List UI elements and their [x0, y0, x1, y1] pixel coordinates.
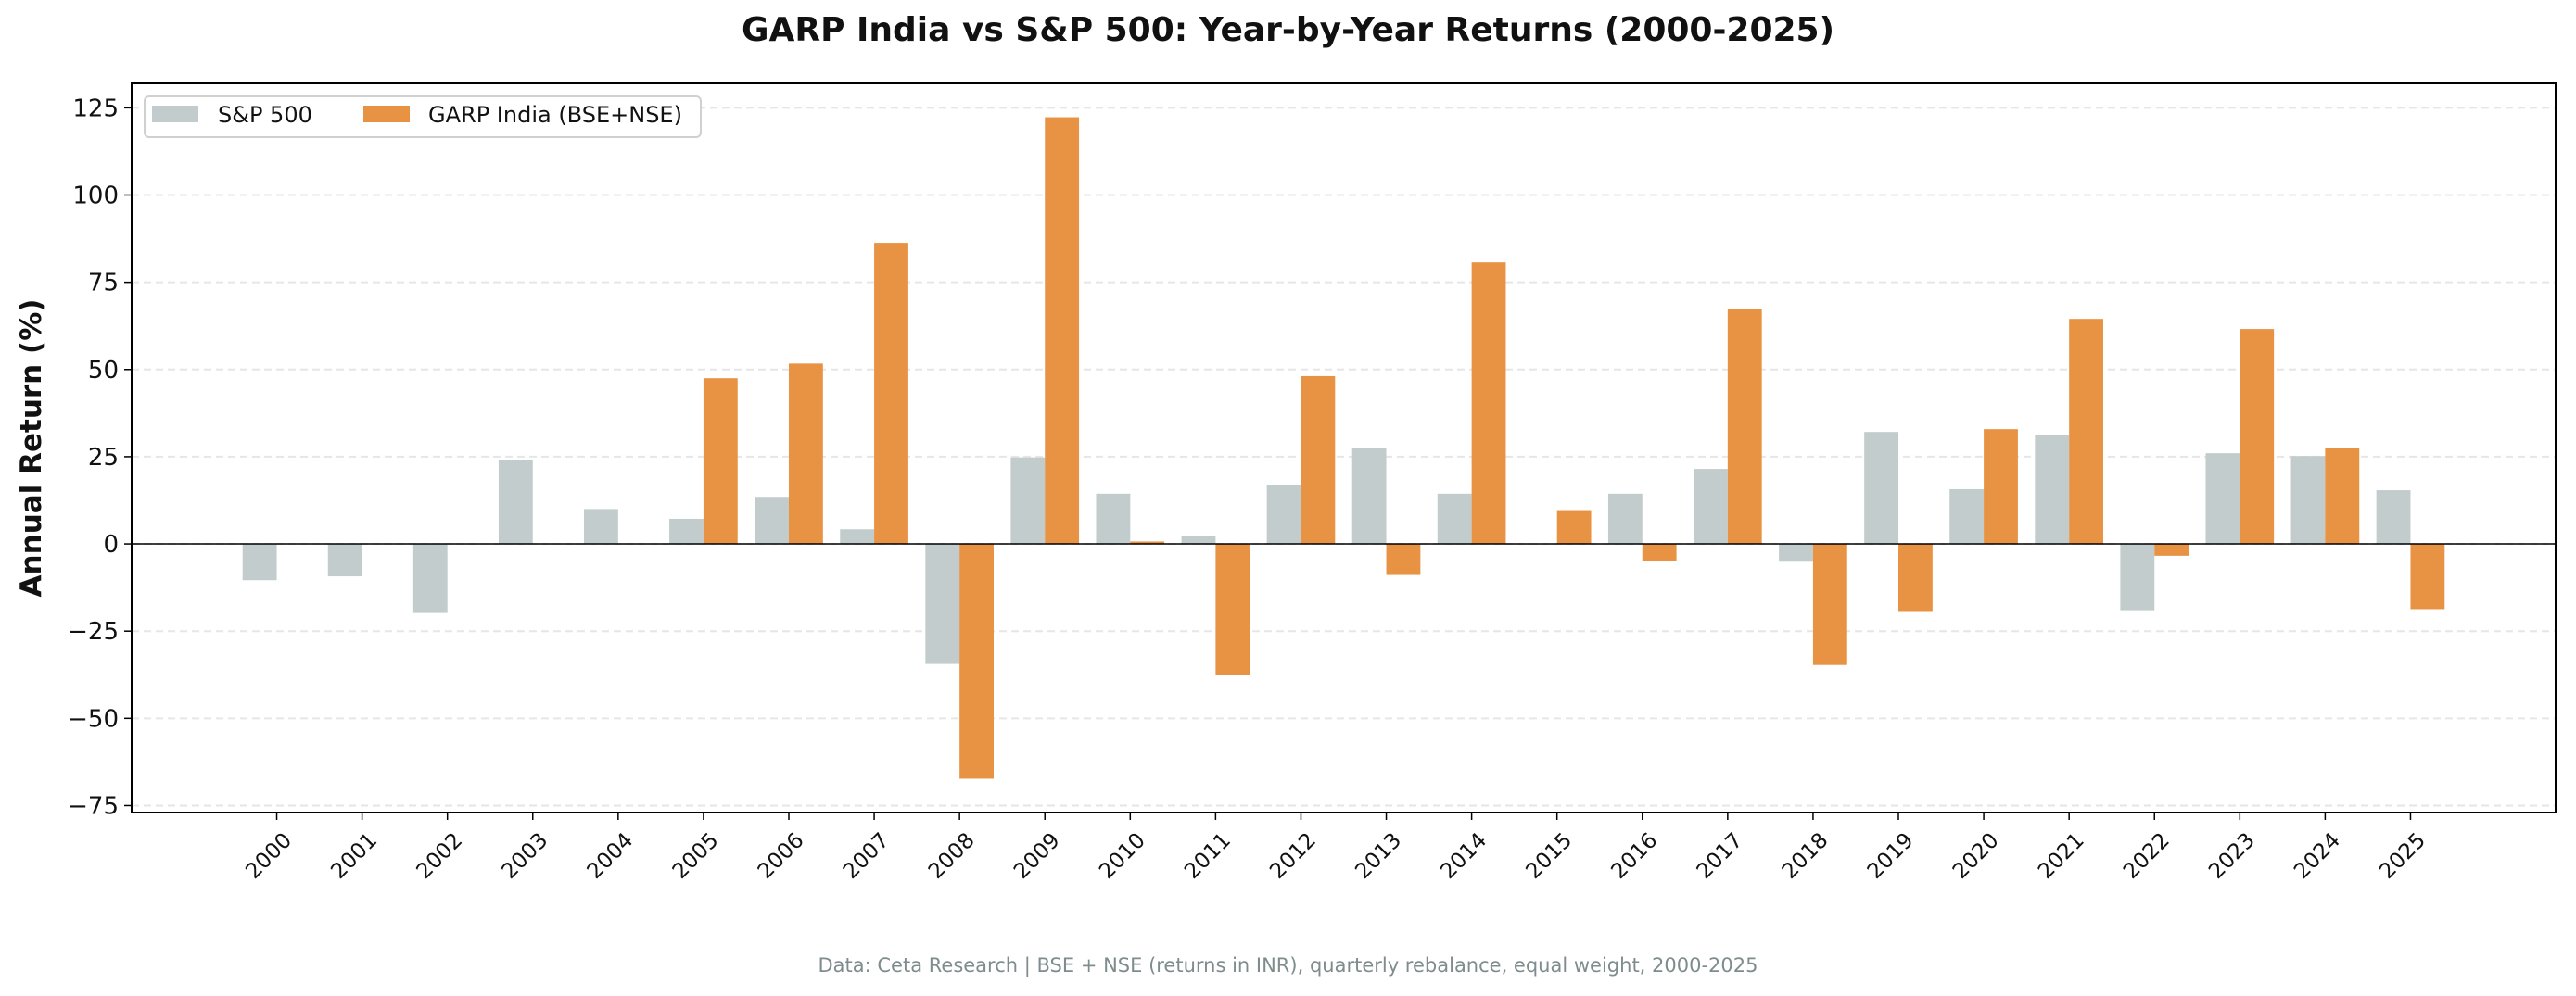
x-tick-label: 2016	[1607, 828, 1663, 884]
bar-garp-india	[1984, 429, 2018, 545]
x-tick-label: 2017	[1693, 828, 1748, 884]
chart-title: GARP India vs S&P 500: Year-by-Year Retu…	[741, 11, 1835, 49]
plot-frame	[131, 82, 2557, 813]
x-tick-label: 2022	[2119, 828, 2175, 884]
bar-garp-india	[1898, 544, 1933, 612]
x-tick-label: 2005	[668, 828, 724, 884]
bar-sp500	[1010, 457, 1046, 545]
x-tick-label: 2021	[2034, 828, 2089, 884]
bar-garp-india	[703, 378, 738, 545]
bar-garp-india	[1556, 510, 1592, 545]
bar-sp500	[242, 544, 277, 581]
x-tick-label: 2003	[498, 828, 553, 884]
y-tick-label: −75	[68, 792, 119, 820]
bar-sp500	[2376, 490, 2411, 545]
y-tick-label: 50	[88, 357, 119, 385]
x-tick-label: 2023	[2204, 828, 2260, 884]
bar-garp-india	[1301, 375, 1336, 545]
bar-garp-india	[788, 363, 823, 545]
x-tick-label: 2020	[1948, 828, 2004, 884]
bar-sp500	[327, 544, 362, 577]
y-tick-label: −25	[68, 618, 119, 646]
x-tick-label: 2002	[412, 828, 467, 884]
bar-sp500	[925, 544, 960, 664]
x-tick-label: 2008	[924, 828, 980, 884]
bar-garp-india	[2154, 544, 2189, 556]
bar-garp-india	[2410, 544, 2445, 610]
x-tick-label: 2000	[241, 828, 297, 884]
x-tick-label: 2014	[1436, 828, 1491, 884]
bar-sp500	[584, 509, 618, 545]
bar-sp500	[840, 529, 875, 545]
x-tick-label: 2011	[1180, 828, 1236, 884]
x-tick-label: 2013	[1351, 828, 1406, 884]
x-tick-label: 2009	[1009, 828, 1065, 884]
bar-sp500	[2120, 544, 2155, 611]
bar-sp500	[1694, 469, 1728, 545]
legend-box	[144, 95, 702, 138]
legend-label-garp-india: GARP India (BSE+NSE)	[428, 102, 682, 128]
y-axis-label: Annual Return (%)	[15, 299, 48, 598]
y-tick-label: 125	[72, 95, 119, 122]
y-tick-label: 75	[88, 270, 119, 297]
bar-garp-india	[2325, 448, 2360, 545]
bar-sp500	[1949, 488, 1985, 545]
bar-garp-india	[1045, 117, 1080, 545]
x-tick-label: 2001	[326, 828, 382, 884]
bar-garp-india	[959, 544, 994, 779]
bar-garp-india	[1130, 541, 1165, 545]
bar-sp500	[1779, 544, 1813, 562]
x-tick-label: 2015	[1521, 828, 1577, 884]
y-tick-label: 100	[72, 182, 119, 209]
y-tick-label: 25	[88, 444, 119, 472]
x-tick-label: 2006	[754, 828, 809, 884]
bar-sp500	[412, 544, 448, 613]
bar-sp500	[2290, 456, 2326, 545]
bar-garp-india	[1812, 544, 1847, 665]
bar-garp-india	[1727, 309, 1762, 545]
y-tick-label: 0	[103, 531, 119, 559]
legend-label-sp500: S&P 500	[218, 102, 312, 128]
bar-sp500	[1437, 493, 1472, 545]
bar-sp500	[1096, 493, 1131, 545]
legend-swatch-garp-india	[363, 106, 410, 122]
bar-sp500	[2035, 435, 2070, 545]
bar-sp500	[2205, 453, 2240, 545]
bar-sp500	[1351, 448, 1387, 545]
x-tick-label: 2024	[2290, 828, 2345, 884]
bar-sp500	[755, 497, 789, 545]
bar-sp500	[1864, 432, 1899, 545]
bar-garp-india	[2240, 329, 2275, 545]
legend-swatch-sp500	[152, 106, 198, 122]
bar-sp500	[1181, 536, 1216, 545]
bar-garp-india	[2069, 319, 2103, 545]
x-tick-label: 2007	[839, 828, 895, 884]
bar-garp-india	[874, 243, 908, 545]
bar-garp-india	[1215, 544, 1250, 675]
y-tick-label: −50	[68, 705, 119, 733]
bar-sp500	[1266, 485, 1301, 545]
footer-source-note: Data: Ceta Research | BSE + NSE (returns…	[818, 954, 1758, 977]
bar-garp-india	[1471, 262, 1506, 545]
x-tick-label: 2019	[1863, 828, 1919, 884]
x-tick-label: 2010	[1095, 828, 1150, 884]
bar-sp500	[498, 460, 533, 545]
x-tick-label: 2025	[2375, 828, 2430, 884]
x-tick-label: 2018	[1778, 828, 1834, 884]
bar-sp500	[1607, 493, 1643, 545]
bar-sp500	[669, 518, 704, 545]
x-tick-label: 2012	[1265, 828, 1321, 884]
x-tick-label: 2004	[583, 828, 639, 884]
bar-garp-india	[1642, 544, 1677, 561]
bar-garp-india	[1386, 544, 1421, 575]
